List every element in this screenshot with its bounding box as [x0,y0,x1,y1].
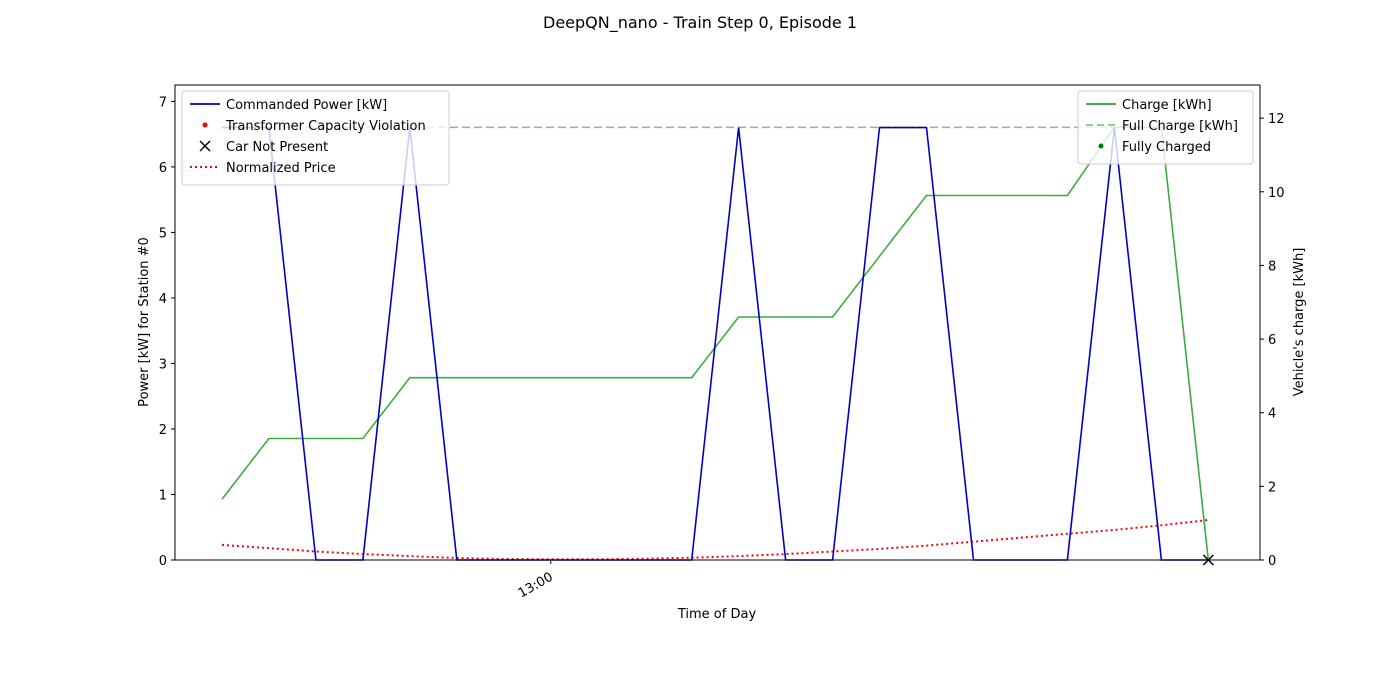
chart-title: DeepQN_nano - Train Step 0, Episode 1 [543,13,857,33]
y-axis-left-label: Power [kW] for Station #0 [137,237,152,407]
x-axis-label: Time of Day [677,607,757,622]
legend-item: Normalized Price [190,161,336,176]
legend-swatch-dot [1098,143,1104,149]
legend-label: Fully Charged [1122,140,1211,155]
y-left-tick-label: 0 [159,554,167,569]
legend-left: Commanded Power [kW] Transformer Capacity… [181,90,450,186]
y-left-tick-label: 7 [159,95,167,110]
legend-label: Full Charge [kWh] [1122,119,1238,134]
y-left-tick-label: 4 [159,292,167,307]
y-right-tick-label: 4 [1268,407,1276,422]
y-right-tick-label: 12 [1268,112,1285,127]
legend-label: Normalized Price [226,161,336,176]
legend-label: Commanded Power [kW] [226,98,387,113]
legend-item: Charge [kWh] [1086,98,1212,113]
y-left-tick-label: 5 [159,226,167,241]
legend-item: Full Charge [kWh] [1086,119,1238,134]
y-right-tick-label: 2 [1268,480,1276,495]
y-right-tick-label: 0 [1268,554,1276,569]
legend-box [1077,90,1254,165]
y-axis-right-label: Vehicle's charge [kWh] [1292,248,1307,397]
x-tick-label: 13:00 [516,570,556,602]
legend-item: Fully Charged [1098,140,1211,155]
legend-swatch-dot [202,122,208,128]
legend-label: Car Not Present [226,140,328,155]
y-right-tick-label: 10 [1268,186,1285,201]
legend-item: Transformer Capacity Violation [202,119,426,134]
legend-box [181,90,450,186]
y-left-tick-label: 6 [159,161,167,176]
y-right-tick-label: 8 [1268,259,1276,274]
y-left-tick-label: 2 [159,423,167,438]
legend-right: Charge [kWh] Full Charge [kWh] Fully Charg… [1077,90,1254,165]
legend-swatch-x [199,140,211,152]
plot-border [174,84,1261,561]
legend-label: Transformer Capacity Violation [225,119,426,134]
legend-item: Commanded Power [kW] [190,98,387,113]
y-right-tick-label: 6 [1268,333,1276,348]
y-left-tick-label: 1 [159,488,167,503]
y-left-tick-label: 3 [159,357,167,372]
legend-label: Charge [kWh] [1122,98,1212,113]
legend-item: Car Not Present [199,140,328,155]
